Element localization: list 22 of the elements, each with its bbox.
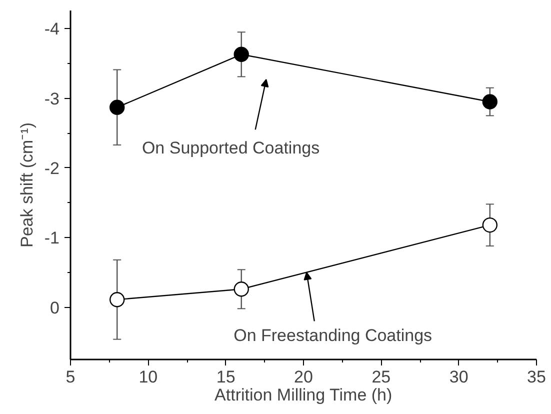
- x-tick-label: 25: [372, 368, 391, 386]
- point: [234, 46, 249, 62]
- x-axis-title: Attrition Milling Time (h): [214, 386, 392, 404]
- x-tick-label: 30: [449, 368, 468, 386]
- x-tick-label: 15: [216, 368, 236, 386]
- annotation: On Supported Coatings: [142, 138, 320, 158]
- x-tick-label: 20: [294, 368, 313, 386]
- point: [482, 217, 498, 233]
- point: [110, 100, 125, 115]
- x-tick-label: 10: [138, 368, 158, 386]
- y-tick-label: -4: [44, 20, 60, 39]
- point: [234, 282, 249, 297]
- point: [110, 292, 125, 308]
- y-axis-title: Peak shift (cm⁻¹): [17, 122, 36, 248]
- y-tick-label: -1: [44, 228, 60, 248]
- y-tick-label: -2: [44, 158, 60, 178]
- annotation: On Freestanding Coatings: [234, 326, 432, 346]
- x-tick-label: 5: [66, 368, 76, 386]
- x-tick-label: 35: [527, 368, 546, 386]
- y-tick-label: -3: [44, 89, 60, 108]
- point: [482, 94, 498, 110]
- y-tick-label: 0: [50, 298, 60, 318]
